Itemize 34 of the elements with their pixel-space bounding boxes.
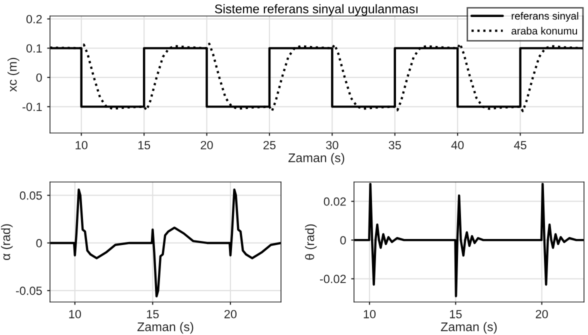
x-tick-label: 45 [514, 141, 526, 150]
x-tick-label: 20 [536, 310, 548, 318]
x-tick-label: 25 [264, 140, 276, 150]
y-axis-title: θ (rad) [305, 224, 317, 260]
y-tick-label: 0.02 [324, 197, 346, 206]
x-tick-label: 20 [200, 140, 213, 150]
x-tick-label: 30 [326, 140, 338, 150]
x-tick-label: 10 [76, 140, 88, 150]
x-tick-label: 15 [450, 310, 462, 318]
x-tick-label: 20 [224, 310, 237, 318]
x-tick-label: 35 [388, 140, 401, 150]
y-tick-label: -0.1 [22, 102, 42, 112]
legend-label: referans sinyal [512, 12, 578, 22]
x-tick-label: 15 [147, 310, 159, 318]
x-axis-title: Zaman (s) [137, 322, 194, 334]
line-series [50, 188, 281, 298]
x-tick-label: 40 [451, 140, 464, 150]
x-tick-label: 15 [138, 141, 150, 150]
x-tick-label: 10 [69, 310, 81, 318]
y-tick-label: 0.2 [26, 14, 42, 24]
legend-label: araba konumu [512, 26, 577, 35]
x-axis-title: Zaman (s) [288, 153, 344, 165]
x-axis-title: Zaman (s) [440, 322, 497, 334]
chart-title: Sisteme referans sinyal uygulanması [214, 4, 418, 16]
x-tick-label: 10 [364, 310, 376, 318]
y-axis-title: α (rad) [1, 224, 13, 260]
y-tick-label: -0.05 [16, 286, 42, 295]
y-axis-title: xc (m) [8, 58, 20, 92]
y-tick-label: 0 [36, 73, 42, 82]
y-tick-label: 0 [36, 238, 42, 248]
y-tick-label: 0.1 [26, 44, 42, 53]
y-tick-label: 0 [340, 236, 346, 244]
y-tick-label: 0.05 [20, 191, 42, 200]
y-tick-label: -0.02 [320, 274, 346, 284]
